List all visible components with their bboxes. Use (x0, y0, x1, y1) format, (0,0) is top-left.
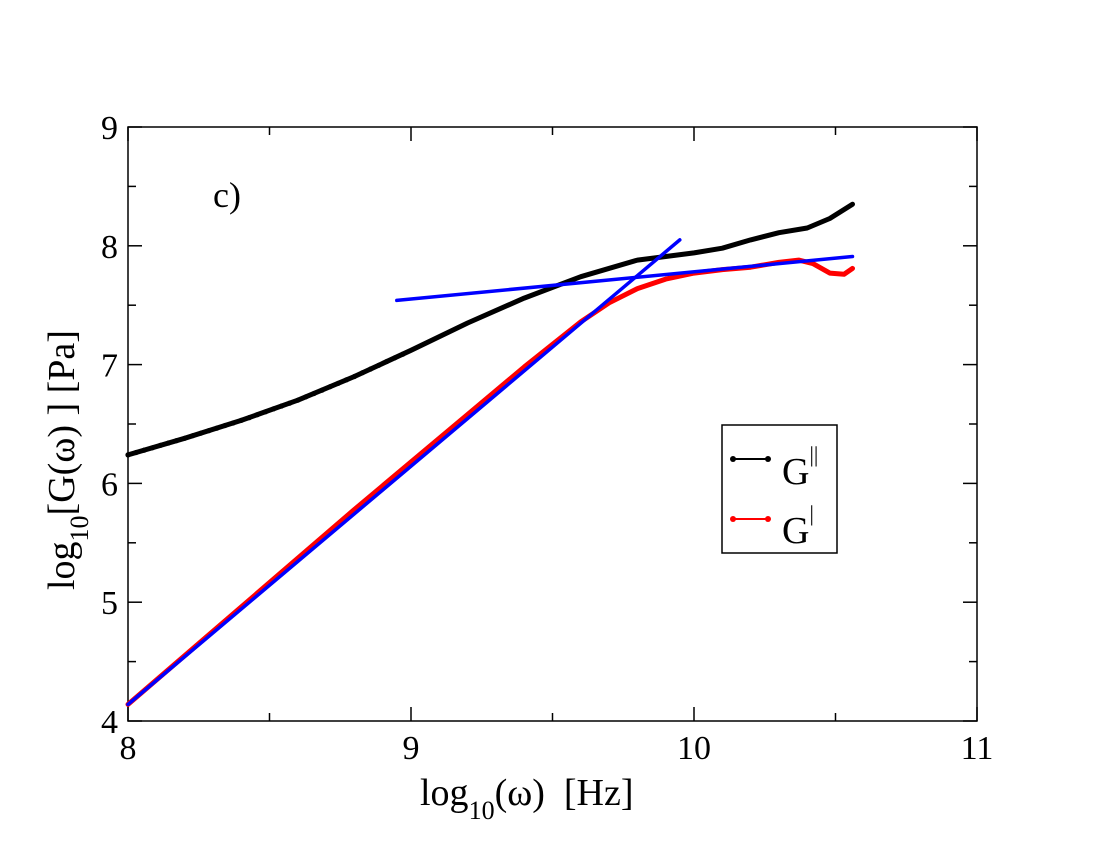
legend-label-g2: G|| (782, 442, 818, 493)
series-marker-g (359, 370, 366, 376)
legend-box (721, 424, 838, 554)
series-marker-g (376, 362, 382, 368)
legend-marker-g2-b (765, 456, 771, 462)
series-marker-g (311, 390, 317, 397)
series-line-g (125, 201, 855, 458)
ticks (127, 126, 978, 722)
x-tick-label: 9 (403, 730, 420, 767)
series-marker-g (125, 452, 131, 458)
y-axis-label-base: log (41, 541, 83, 590)
y-axis-label-sub: 10 (65, 515, 94, 541)
series-marker-g (270, 406, 277, 412)
series-marker-g (384, 358, 390, 365)
series-marker-g (392, 355, 398, 361)
x-axis-label-sub: 10 (469, 796, 495, 825)
x-tick-label: 10 (677, 730, 711, 767)
series-layer (125, 201, 855, 707)
series-line-fit-shallow (395, 254, 855, 303)
x-tick-label: 11 (961, 730, 994, 767)
series-marker-g (287, 400, 293, 406)
legend-marker-g2-a (730, 456, 736, 462)
y-tick-label: 8 (101, 229, 118, 266)
series-marker-g (327, 384, 333, 390)
legend-label-g1: G| (782, 501, 814, 552)
series-marker-g (368, 366, 374, 372)
x-tick-label: 8 (120, 730, 137, 767)
legend: G|| G| (721, 424, 838, 554)
legend-label-g2-sup: || (809, 442, 818, 467)
series-marker-g (157, 442, 163, 448)
series-marker-g (141, 447, 147, 453)
series-marker-g (262, 409, 269, 415)
series-marker-g (279, 403, 285, 409)
series-marker-g (214, 425, 220, 431)
plot-frame (127, 126, 978, 722)
legend-label-g1-base: G (782, 510, 809, 552)
series-line-g (125, 257, 855, 707)
series-marker-g (133, 449, 139, 456)
y-tick-label: 9 (101, 110, 118, 147)
series-marker-g (222, 422, 228, 429)
x-axis-label: log10(ω) [Hz] (420, 772, 634, 825)
series-marker-g (254, 412, 260, 418)
y-tick-label: 7 (101, 348, 118, 385)
y-tick-label: 4 (101, 704, 118, 741)
series-marker-g (400, 351, 406, 357)
panel-label: c) (213, 175, 241, 215)
series-marker-g (303, 394, 309, 400)
series-marker-g (182, 435, 188, 441)
series-marker-g (295, 397, 301, 403)
y-axis-label: log10[G(ω) ] [Pa] (41, 330, 94, 590)
y-tick-label: 5 (101, 585, 118, 622)
series-marker-g (351, 373, 357, 380)
y-tick-labels: 4 5 6 7 8 9 (101, 110, 118, 741)
series-marker-g (246, 415, 252, 421)
legend-marker-g1-b (765, 516, 771, 522)
series-marker-g (343, 377, 349, 383)
x-axis-label-rest: (ω) [Hz] (495, 772, 634, 814)
legend-marker-g1-a (730, 516, 736, 522)
series-marker-g (165, 440, 171, 446)
y-axis-label-rest: [G(ω) ] [Pa] (41, 330, 83, 515)
legend-label-g2-base: G (782, 451, 809, 493)
x-axis-label-base: log (420, 772, 469, 814)
series-marker-g (230, 420, 236, 426)
series-marker-g (149, 445, 155, 451)
series-marker-g (335, 380, 341, 386)
legend-label-g1-sup: | (809, 501, 813, 526)
series-marker-g (198, 430, 204, 436)
series-marker-g (319, 387, 325, 393)
y-tick-label: 6 (101, 466, 118, 503)
series-marker-g (206, 428, 212, 434)
x-tick-labels: 8 9 10 11 (120, 730, 994, 767)
series-marker-g (173, 438, 180, 444)
series-marker-g (238, 417, 244, 423)
series-line-fit-steep (126, 238, 682, 707)
series-marker-g (190, 433, 196, 439)
